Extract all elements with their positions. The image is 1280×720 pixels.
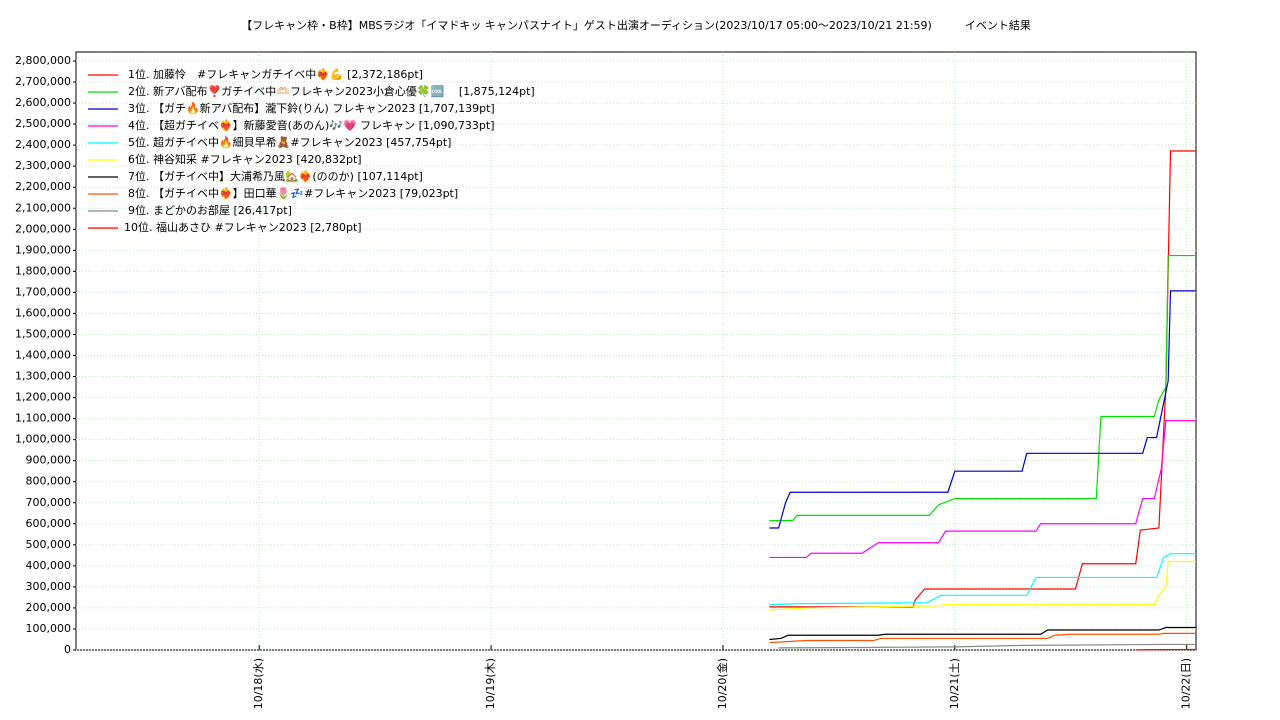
- chart-title: 【フレキャン枠・B枠】MBSラジオ「イマドキッ キャンパスナイト」ゲスト出演オー…: [241, 18, 1031, 32]
- y-tick-label: 1,300,000: [15, 370, 71, 383]
- y-tick-label: 1,100,000: [15, 412, 71, 425]
- y-tick-label: 100,000: [26, 622, 72, 635]
- legend-label: 4位. 【超ガチイベ❤️‍🔥】新藤愛音(あのん)🎶💗 フレキャン [1,090,…: [128, 118, 495, 132]
- y-tick-label: 2,200,000: [15, 180, 71, 193]
- y-tick-label: 2,000,000: [15, 222, 71, 235]
- series-line: [769, 632, 1196, 644]
- series-line: [769, 560, 1196, 611]
- series-line: [769, 553, 1196, 606]
- series-line: [769, 290, 1196, 529]
- y-tick-label: 800,000: [26, 475, 72, 488]
- y-tick-label: 500,000: [26, 538, 72, 551]
- legend-label: 2位. 新アバ配布❣️ガチイベ中🫶🏻フレキャン2023小倉心優🍀🆒 [1,875…: [128, 84, 535, 98]
- y-tick-label: 400,000: [26, 559, 72, 572]
- x-tick-label: 10/19(木): [484, 658, 497, 709]
- y-tick-label: 2,100,000: [15, 201, 71, 214]
- y-tick-label: 2,600,000: [15, 96, 71, 109]
- series-line: [769, 254, 1196, 522]
- legend-label: 6位. 神谷知采 #フレキャン2023 [420,832pt]: [128, 152, 362, 166]
- x-tick-label: 10/18(水): [252, 658, 265, 709]
- series-line: [769, 150, 1196, 608]
- y-tick-label: 2,800,000: [15, 54, 71, 67]
- legend-label: 7位. 【ガチイベ中】大浦希乃風🏡❤️‍🔥(ののか) [107,114pt]: [128, 169, 423, 183]
- y-tick-label: 700,000: [26, 496, 72, 509]
- series-line: [769, 626, 1196, 641]
- series-line: [778, 643, 1196, 649]
- plot-frame: [75, 51, 1197, 651]
- y-tick-label: 1,000,000: [15, 433, 71, 446]
- x-tick-label: 10/21(土): [948, 658, 961, 709]
- legend-label: 8位. 【ガチイベ中❤️‍🔥】田口華🌷💤#フレキャン2023 [79,023pt…: [128, 186, 458, 200]
- y-tick-label: 1,600,000: [15, 306, 71, 319]
- y-tick-label: 1,900,000: [15, 243, 71, 256]
- y-tick-label: 900,000: [26, 454, 72, 467]
- y-tick-label: 200,000: [26, 601, 72, 614]
- y-tick-label: 0: [64, 643, 71, 656]
- y-tick-label: 2,700,000: [15, 75, 71, 88]
- y-tick-label: 2,500,000: [15, 117, 71, 130]
- legend-label: 5位. 超ガチイベ中🔥細貝早希🧸#フレキャン2023 [457,754pt]: [128, 135, 451, 149]
- legend-label: 9位. まどかのお部屋 [26,417pt]: [128, 203, 292, 217]
- y-tick-label: 1,700,000: [15, 285, 71, 298]
- y-tick-label: 2,300,000: [15, 159, 71, 172]
- legend-label: 1位. 加藤怜 #フレキャンガチイベ中❤️‍🔥💪 [2,372,186pt]: [128, 67, 423, 81]
- legend-label: 10位. 福山あさひ #フレキャン2023 [2,780pt]: [124, 220, 362, 234]
- series-line: [769, 419, 1196, 559]
- y-tick-label: 1,200,000: [15, 391, 71, 404]
- x-tick-label: 10/22(日): [1180, 658, 1193, 709]
- y-tick-label: 600,000: [26, 517, 72, 530]
- y-tick-label: 1,800,000: [15, 264, 71, 277]
- y-tick-label: 2,400,000: [15, 138, 71, 151]
- y-tick-label: 300,000: [26, 580, 72, 593]
- y-tick-label: 1,400,000: [15, 349, 71, 362]
- legend-label: 3位. 【ガチ🔥新アバ配布】瀧下鈴(りん) フレキャン2023 [1,707,1…: [128, 101, 495, 115]
- y-tick-label: 1,500,000: [15, 327, 71, 340]
- x-tick-label: 10/20(金): [715, 658, 729, 709]
